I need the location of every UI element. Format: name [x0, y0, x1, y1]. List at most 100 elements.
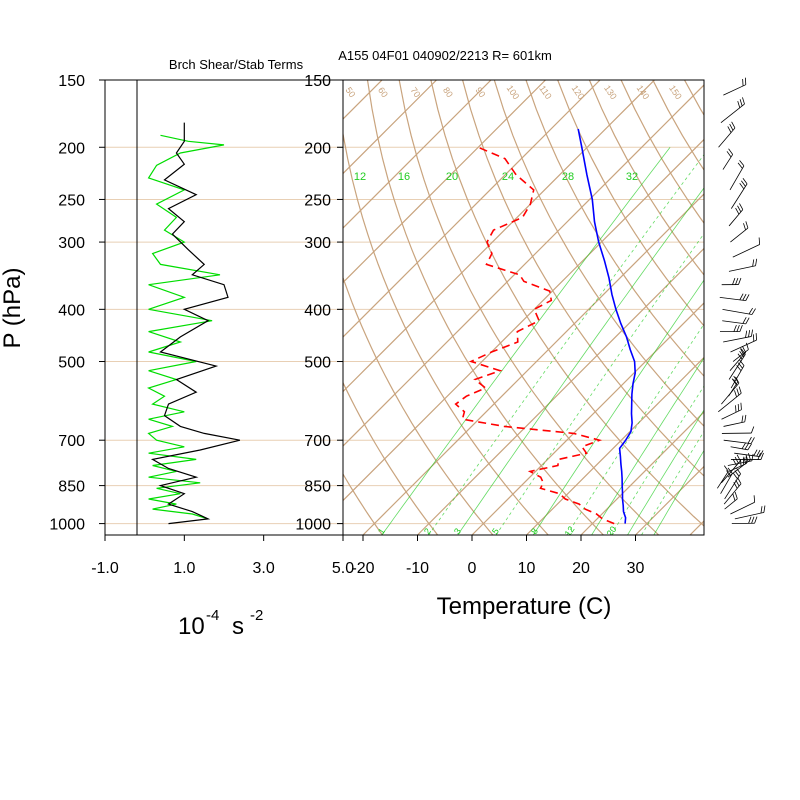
- wind-barb-feather: [742, 293, 747, 301]
- dry-adiabat-line: [343, 275, 494, 535]
- wind-barb-feather: [741, 442, 746, 449]
- skewt-y-tick-label: 850: [304, 479, 331, 496]
- left-x-tick-label: 5.0: [332, 560, 354, 577]
- wind-barb-feather: [737, 477, 742, 484]
- wind-barb-staff: [734, 452, 760, 457]
- left-pressure-gridlines: [105, 79, 343, 525]
- wind-barb-feather: [732, 277, 736, 285]
- wind-barb-feather: [743, 223, 746, 231]
- dry-adiabat-line: [343, 472, 383, 535]
- wind-barb-feather: [737, 205, 742, 213]
- wind-barb-feather: [742, 97, 745, 105]
- wind-barb-staff: [727, 460, 752, 466]
- mixing-ratio-bottom-label: 12: [563, 524, 577, 538]
- isotherm-top-label: 70: [408, 85, 422, 99]
- wind-barb-feather: [755, 258, 758, 266]
- isotherm-line: [417, 247, 704, 535]
- wind-barb-staff: [722, 320, 746, 325]
- isotherm-line: [343, 84, 704, 447]
- wind-barb-feather: [735, 405, 737, 413]
- dry-adiabat-line: [343, 130, 549, 535]
- wind-barb-feather: [750, 426, 755, 434]
- skewt-y-tick-label: 250: [304, 192, 331, 209]
- wind-barb-feather: [744, 443, 749, 450]
- wind-barb-feather: [735, 376, 740, 384]
- skewt-panel-frame: [342, 79, 705, 536]
- skewt-x-tick-label: -20: [351, 560, 374, 577]
- wind-barb-feather: [734, 491, 738, 499]
- left-panel-title: Brch Shear/Stab Terms: [169, 57, 304, 72]
- wind-barb-feather: [729, 123, 734, 131]
- mixing-ratio-bottom-label: 5: [490, 526, 501, 536]
- wind-barb-feather: [738, 386, 742, 394]
- left-y-tick-label: 700: [58, 433, 85, 450]
- wind-barb-feather: [760, 506, 763, 514]
- wind-barb-feather: [732, 472, 738, 480]
- wind-barb-feather: [732, 493, 736, 501]
- mixing-ratio-bottom-label: 1: [376, 526, 387, 536]
- isotherm-top-label: 90: [473, 85, 487, 99]
- wind-barb-feather: [741, 415, 744, 423]
- wind-barb-feather: [747, 436, 752, 444]
- wind-barb-feather: [737, 162, 743, 169]
- isotherm-top-label: 120: [570, 83, 587, 101]
- x-label-unit: s: [232, 613, 244, 640]
- dry-adiabat-line: [620, 80, 704, 225]
- wind-barb-feather: [734, 390, 737, 398]
- wind-barb-feather: [739, 183, 745, 190]
- wind-barb-feather: [748, 330, 751, 338]
- left-y-tick-label: 850: [58, 479, 85, 496]
- dry-adiabat-line: [493, 80, 704, 427]
- dry-adiabat-line: [588, 80, 704, 276]
- wind-barb-feather: [739, 99, 743, 107]
- left-y-tick-labels: 150 200 250 300 400 500 700 850 1000: [49, 73, 105, 534]
- wind-barb-staff: [718, 127, 736, 148]
- skewt-pressure-gridlines: [343, 80, 704, 525]
- wind-barb-staff: [720, 103, 745, 123]
- mixing-ratio-line: [591, 357, 704, 535]
- wind-barb-feather: [741, 180, 746, 187]
- isotherm-line: [745, 80, 800, 535]
- wind-barb-feather: [734, 456, 739, 464]
- isotherm-line: [362, 193, 704, 535]
- dewpoint-profile-line: [454, 146, 615, 525]
- wind-barb-feather: [736, 467, 741, 474]
- isotherm-line: [471, 302, 704, 535]
- skewt-isotherms: [0, 80, 800, 535]
- wind-barb-feather: [750, 437, 755, 444]
- wind-barb-feather: [732, 459, 737, 466]
- wind-barb-feather: [752, 259, 755, 267]
- wind-barb-feather: [760, 452, 764, 460]
- isotherm-line: [0, 80, 328, 535]
- skewt-isotherm-top-labels: 50 60 70 80 90 100 110 120 130 140 150: [343, 83, 683, 101]
- skewt-y-tick-label: 700: [304, 433, 331, 450]
- x-label-exponent: -4: [206, 607, 219, 624]
- left-y-tick-label: 500: [58, 355, 85, 372]
- mixing-ratio-bottom-label: 3: [452, 526, 463, 536]
- wind-barb-staff: [729, 165, 745, 191]
- wind-barb-staff: [724, 473, 741, 500]
- skewt-y-tick-label: 150: [304, 73, 331, 90]
- dry-adiabat-line: [652, 80, 704, 171]
- dry-adiabat-line: [557, 80, 704, 327]
- mixing-ratio-top-label: 16: [398, 171, 410, 183]
- isotherm-line: [689, 520, 704, 535]
- mixing-ratio-bottom-label: 20: [605, 524, 619, 538]
- wind-barb-feather: [754, 516, 758, 524]
- wind-barb-feather: [751, 329, 754, 337]
- wind-barb-feather: [746, 342, 749, 350]
- wind-barb-feather: [737, 100, 741, 108]
- isotherm-top-label: 150: [667, 83, 684, 101]
- mixing-ratio-top-label: 24: [502, 171, 514, 183]
- wind-barb-feather: [745, 454, 749, 462]
- wind-barb-feather: [742, 178, 748, 185]
- wind-barb-staff: [734, 512, 764, 520]
- wind-barb-feather: [751, 516, 755, 524]
- mixing-ratio-line: [566, 323, 704, 535]
- wind-barb-feather: [747, 443, 752, 451]
- wind-barb-staff: [728, 265, 756, 272]
- isotherm-top-label: 60: [376, 85, 390, 99]
- dry-adiabat-line: [748, 80, 800, 535]
- wind-barb-feather: [742, 346, 747, 353]
- dry-adiabat-line: [716, 80, 800, 535]
